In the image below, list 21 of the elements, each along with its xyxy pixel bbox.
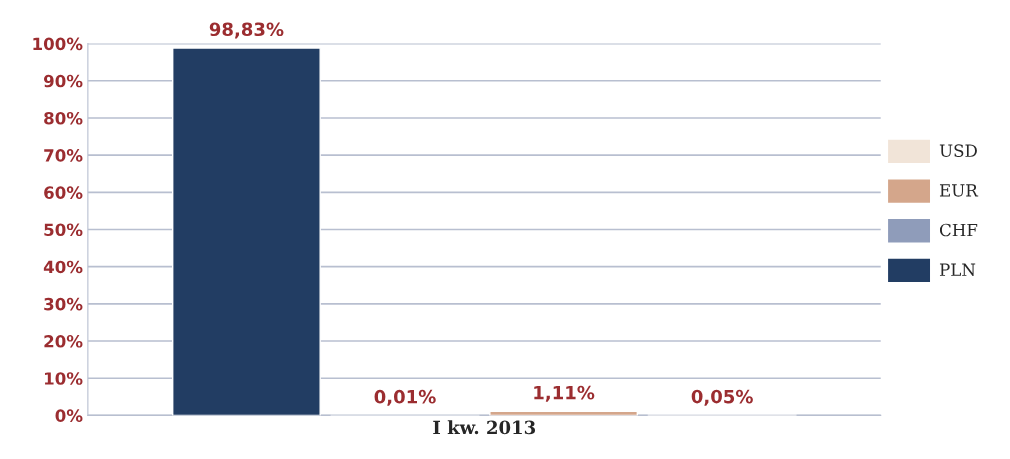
data-label: 98,83%: [209, 22, 284, 39]
y-tick-label: 70%: [44, 149, 83, 162]
data-label: 0,01%: [374, 389, 436, 406]
y-tick-label: 50%: [44, 223, 83, 237]
data-label: 0,05%: [691, 389, 753, 406]
y-tick-label: 0%: [55, 409, 83, 422]
y-tick-label: 20%: [44, 335, 83, 348]
bar: [172, 47, 321, 416]
y-tick-label: 30%: [44, 297, 83, 311]
y-tick-label: 60%: [44, 186, 83, 199]
y-tick-label: 90%: [43, 74, 83, 88]
x-tick-label: I kw. 2013: [433, 420, 536, 435]
legend-label: USD: [939, 144, 977, 157]
y-tick-label: 80%: [44, 111, 83, 125]
y-tick-label: 10%: [45, 372, 83, 385]
legend-label: PLN: [939, 263, 976, 276]
legend-label: EUR: [939, 184, 979, 197]
data-label: 1,11%: [534, 385, 595, 402]
y-tick-label: 100%: [33, 37, 83, 51]
legend-label: CHF: [939, 223, 978, 237]
y-tick-label: 40%: [43, 260, 83, 274]
